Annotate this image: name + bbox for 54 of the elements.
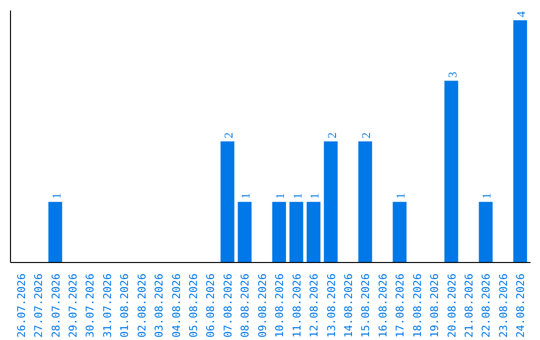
x-tick-label: 29.07.2026 bbox=[66, 274, 80, 338]
x-tick-label: 11.08.2026 bbox=[290, 274, 304, 338]
x-tick-label: 10.08.2026 bbox=[273, 274, 286, 338]
bar bbox=[358, 141, 372, 262]
x-tick-label: 08.08.2026 bbox=[238, 274, 252, 338]
x-tick-label: 05.08.2026 bbox=[187, 274, 200, 338]
x-tick-label: 22.08.2026 bbox=[480, 274, 493, 338]
x-tick-label: 23.08.2026 bbox=[496, 274, 510, 338]
bar bbox=[238, 202, 252, 262]
bar bbox=[444, 80, 458, 262]
x-tick-label: 17.08.2026 bbox=[394, 274, 407, 338]
x-tick-label: 20.08.2026 bbox=[445, 274, 458, 338]
x-tick-label: 19.08.2026 bbox=[428, 274, 442, 338]
bar bbox=[324, 141, 338, 262]
bar bbox=[272, 202, 286, 262]
x-tick-label: 27.07.2026 bbox=[32, 274, 46, 338]
x-tick-label: 09.08.2026 bbox=[256, 274, 269, 338]
data-label: 4 bbox=[514, 11, 528, 18]
data-label: 1 bbox=[394, 192, 408, 199]
data-label: 3 bbox=[445, 72, 460, 78]
bar bbox=[220, 141, 234, 262]
data-label: 1 bbox=[49, 192, 64, 199]
x-tick-label: 21.08.2026 bbox=[462, 274, 476, 338]
data-label: 1 bbox=[273, 192, 288, 199]
bar bbox=[478, 202, 493, 262]
data-label: 1 bbox=[238, 192, 253, 199]
x-tick-label: 13.08.2026 bbox=[324, 274, 338, 338]
bar bbox=[306, 202, 320, 262]
x-tick-label: 31.07.2026 bbox=[100, 274, 114, 338]
x-tick-label: 28.07.2026 bbox=[49, 274, 62, 338]
x-tick-label: 02.08.2026 bbox=[135, 274, 148, 338]
x-tick-label: 24.08.2026 bbox=[514, 274, 528, 338]
x-tick-label: 06.08.2026 bbox=[204, 274, 218, 338]
bar bbox=[392, 202, 407, 262]
data-label: 2 bbox=[221, 132, 236, 138]
x-tick-label: 16.08.2026 bbox=[376, 274, 390, 338]
x-tick-label: 18.08.2026 bbox=[410, 274, 424, 338]
data-label: 1 bbox=[308, 192, 322, 199]
bar bbox=[289, 202, 304, 262]
x-tick-label: 04.08.2026 bbox=[170, 274, 183, 338]
x-tick-label: 12.08.2026 bbox=[308, 274, 321, 338]
x-tick-label: 07.08.2026 bbox=[221, 274, 234, 338]
x-tick-label: 15.08.2026 bbox=[359, 274, 372, 338]
x-tick-label: 01.08.2026 bbox=[118, 274, 132, 338]
x-tick-label: 26.07.2026 bbox=[14, 274, 28, 338]
x-tick-label: 14.08.2026 bbox=[342, 274, 355, 338]
bar bbox=[513, 20, 528, 262]
data-label: 1 bbox=[480, 192, 494, 199]
bar bbox=[48, 202, 62, 262]
x-tick-label: 03.08.2026 bbox=[152, 274, 166, 338]
data-label: 1 bbox=[290, 192, 304, 199]
x-tick-label: 30.07.2026 bbox=[84, 274, 97, 338]
data-label: 2 bbox=[324, 132, 339, 138]
data-label: 2 bbox=[359, 132, 374, 138]
